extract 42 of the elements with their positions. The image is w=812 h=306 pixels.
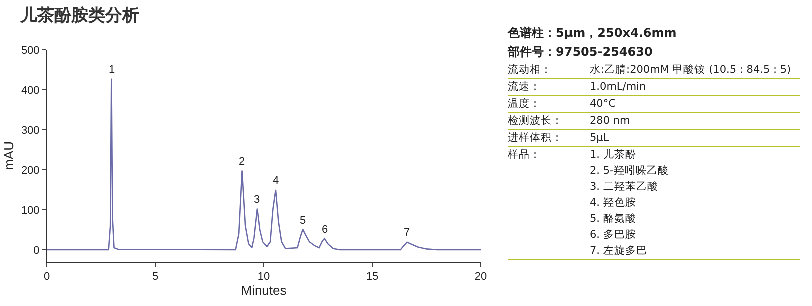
text: 1. 儿茶酚 (590, 148, 638, 163)
y-tick-label: 500 (21, 44, 40, 57)
text: 7. 左旋多巴 (590, 244, 648, 259)
y-axis-title: mAU (1, 142, 16, 170)
y-tick-label: 400 (21, 84, 40, 97)
annotation: 5 (300, 215, 306, 227)
text: 样品： (508, 148, 542, 163)
text: 40°C (590, 97, 617, 112)
text: 5. 酪氨酸 (590, 212, 638, 227)
text: 流动相： (508, 63, 553, 78)
x-axis-title: Minutes (241, 283, 288, 298)
x-tick-label: 10 (258, 271, 270, 284)
text: 280 nm (590, 114, 632, 129)
y-tick-label: 100 (21, 204, 40, 217)
annotation: 1 (109, 64, 116, 76)
text: 3. 二羟苯乙酸 (590, 180, 660, 195)
text: 6. 多巴胺 (590, 228, 638, 243)
annotation: 7 (404, 227, 410, 239)
text: 部件号：97505-254630 (508, 44, 654, 61)
annotation: 3 (254, 194, 260, 206)
text: 4. 羟色胺 (590, 196, 638, 211)
annotation: 6 (322, 224, 328, 236)
y-tick-label: 0 (34, 244, 40, 257)
x-tick-label: 20 (474, 271, 488, 284)
text: 1.0mL/min (590, 80, 648, 95)
x-tick-label: 0 (44, 271, 50, 284)
y-tick-label: 300 (21, 124, 40, 137)
text: 进样体积： (508, 131, 564, 146)
text: 5μL (590, 131, 610, 146)
text: 2. 5-羟吲哚乙酸 (590, 164, 670, 179)
line-series (47, 78, 481, 251)
y-tick-label: 200 (21, 164, 40, 177)
x-tick-label: 15 (366, 271, 379, 284)
text: 流速： (508, 80, 542, 95)
text: 检测波长： (508, 114, 564, 129)
text: 温度： (508, 97, 542, 112)
chart-title: 儿茶酚胺类分析 (19, 6, 140, 26)
annotation: 4 (273, 175, 280, 187)
annotation: 2 (239, 156, 246, 168)
x-tick-label: 5 (152, 271, 159, 284)
text: 色谱柱：5μm，250x4.6mm (508, 25, 678, 42)
text: 水:乙腈:200mM 甲酸铵 (10.5 : 84.5 : 5) (590, 63, 792, 78)
